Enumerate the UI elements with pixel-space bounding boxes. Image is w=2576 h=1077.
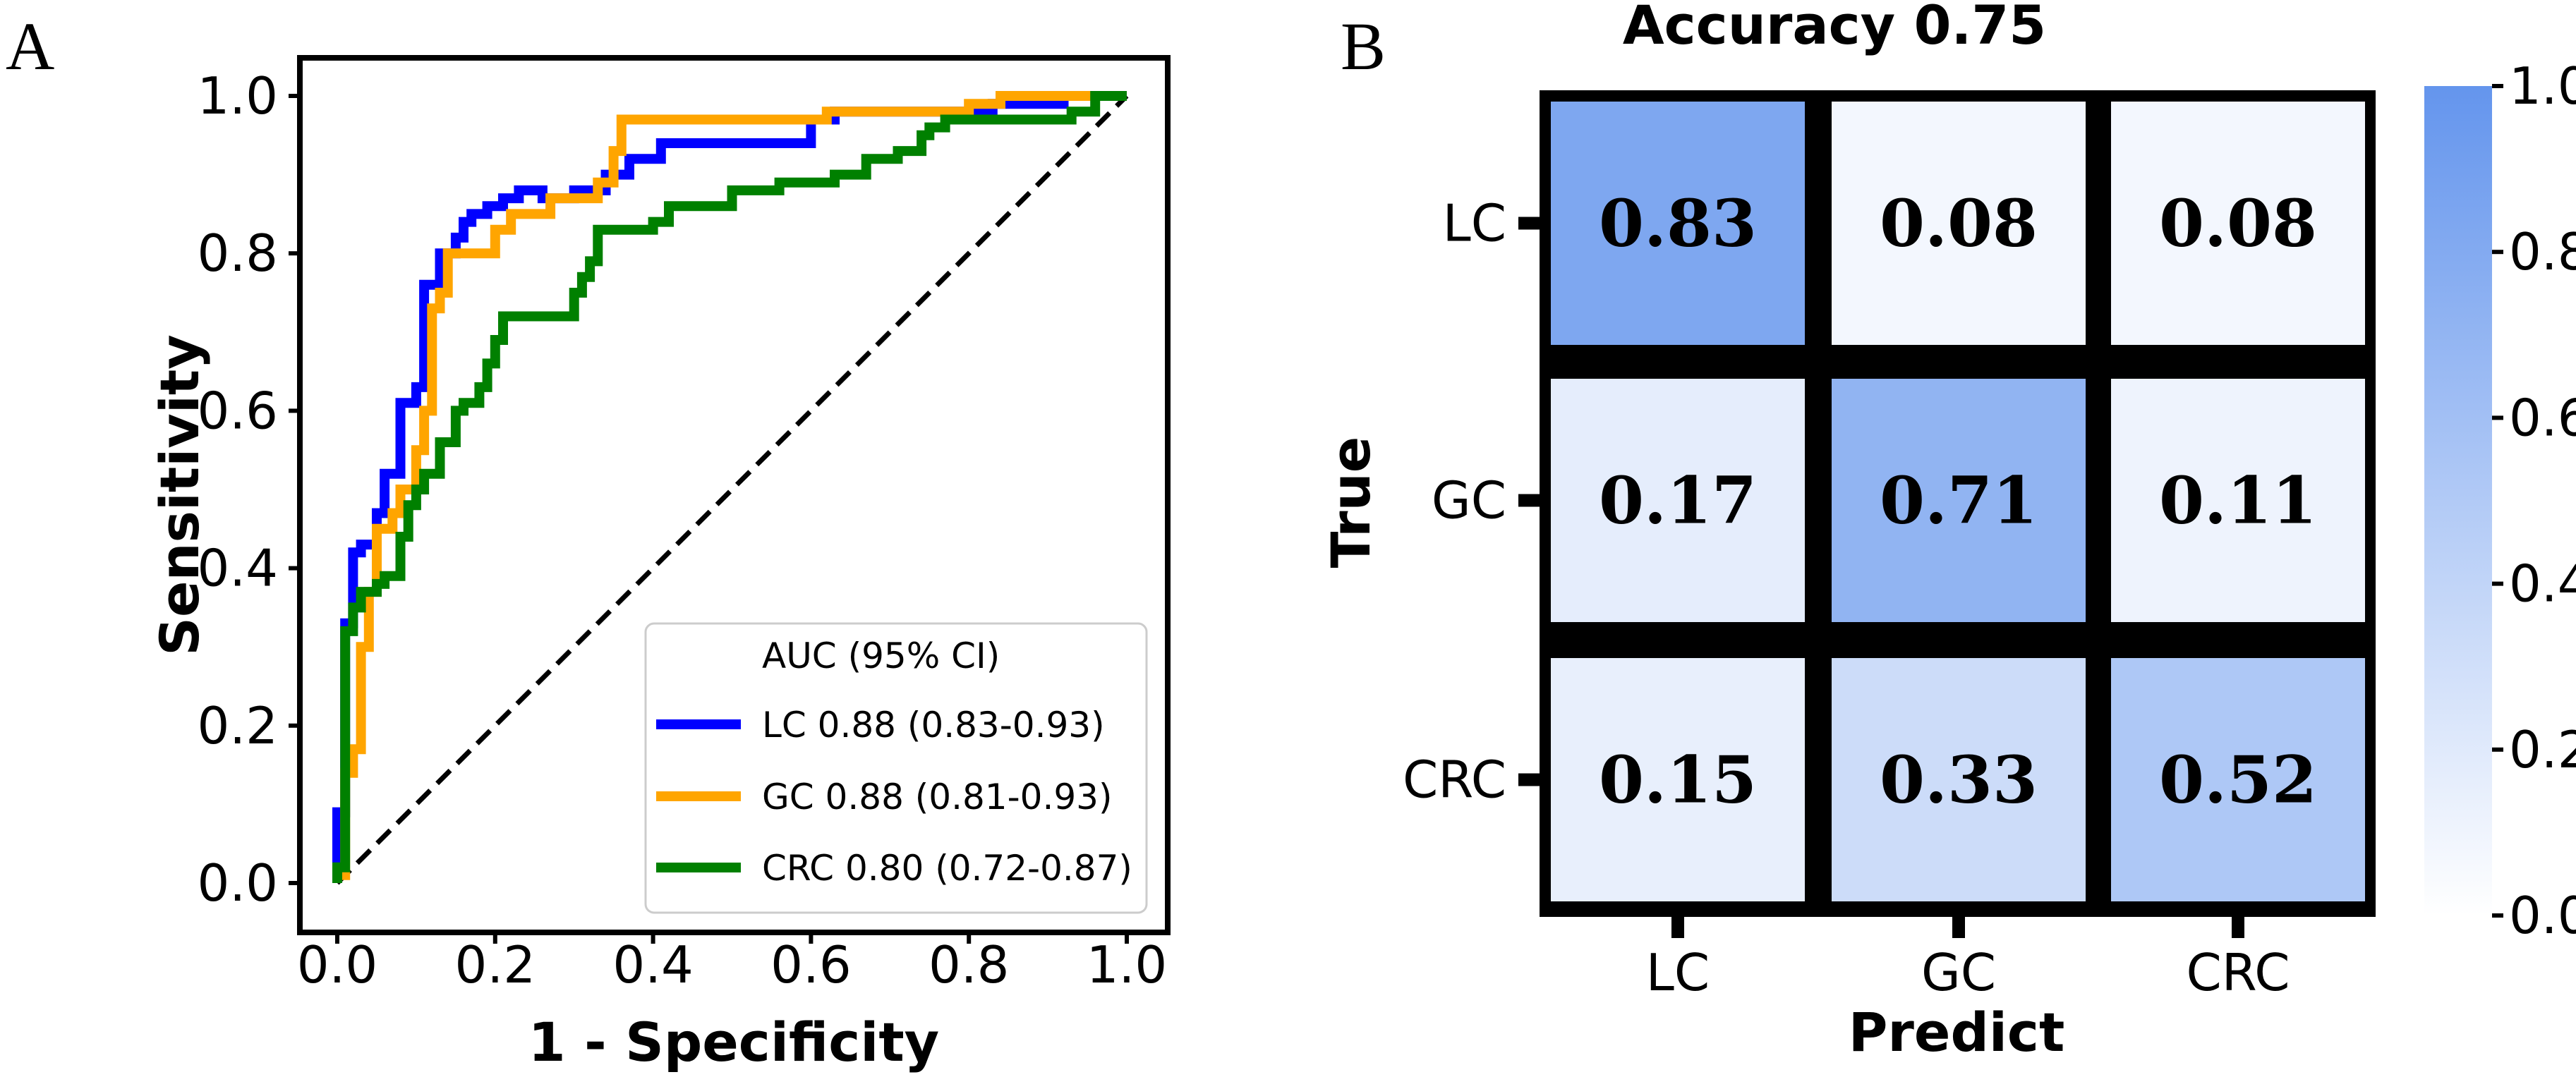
roc-chart: 0.0 0.2 0.4 0.6 0.8 1.0 0.0 0.2 0.4 0.6 0.8 1.0 Se… (148, 55, 1171, 1073)
panel-b-letter: B (1341, 8, 1386, 84)
legend-label-lc: LC 0.88 (0.83-0.93) (762, 705, 1105, 746)
roc-x-tick-label: 0.8 (929, 935, 1010, 994)
roc-x-tick-label: 0.6 (770, 935, 852, 994)
cm-cell-value: 0.15 (1599, 742, 1757, 818)
cm-y-tick-label: GC (1432, 471, 1506, 530)
roc-y-tick-label: 1.0 (197, 66, 278, 126)
roc-y-axis-title: Sensitivity (148, 334, 211, 656)
colorbar-gradient (2424, 86, 2492, 915)
cm-cell-gc-lc (1551, 379, 1805, 622)
cm-y-tick-mark (1518, 217, 1540, 230)
cm-x-tick-mark (1952, 917, 1965, 938)
roc-x-tick-label: 0.2 (455, 935, 536, 994)
cm-cell-value: 0.11 (2159, 463, 2317, 539)
roc-x-tick-label: 1.0 (1087, 935, 1168, 994)
cm-cell-gc-crc (2111, 379, 2365, 622)
roc-legend-box (644, 622, 1148, 914)
cm-cell-value: 0.08 (1880, 185, 2038, 262)
roc-x-axis: 0.0 0.2 0.4 0.6 0.8 1.0 (297, 932, 1168, 994)
cm-x-tick-mark (1671, 917, 1684, 938)
roc-y-tick-label: 0.8 (197, 224, 278, 283)
cm-cell-crc-gc (1832, 658, 2086, 901)
roc-chance-line (335, 94, 1129, 885)
cm-y-tick-label: CRC (1403, 750, 1506, 810)
confusion-matrix-x-title: Predict (1849, 1001, 2065, 1064)
roc-curve-crc (332, 91, 1127, 883)
roc-legend: AUC (95% CI) LC 0.88 (0.83-0.93) GC 0.88… (644, 622, 1148, 914)
cm-cell-value: 0.71 (1880, 463, 2038, 539)
roc-x-tick-label: 0.4 (612, 935, 694, 994)
roc-x-tick-label: 0.0 (297, 935, 378, 994)
colorbar-ticks: 0.0 0.2 0.4 0.6 0.8 1.0 (2492, 56, 2576, 945)
cm-y-tick-mark (1518, 773, 1540, 786)
cm-cell-value: 0.52 (2159, 742, 2317, 818)
cm-cell-lc-lc (1551, 102, 1805, 345)
roc-y-tick-label: 0.4 (197, 539, 278, 598)
roc-legend-title: AUC (95% CI) (762, 635, 1000, 676)
confusion-matrix-title: Accuracy 0.75 (1623, 0, 2046, 56)
cm-x-tick-mark (2232, 917, 2244, 938)
roc-y-tick-label: 0.2 (197, 696, 278, 755)
cm-cell-value: 0.17 (1599, 463, 1757, 539)
roc-y-axis: 0.0 0.2 0.4 0.6 0.8 1.0 (197, 66, 300, 913)
colorbar-tick-label: 1.0 (2509, 56, 2576, 116)
cm-cell-value: 0.83 (1599, 185, 1757, 262)
legend-label-crc: CRC 0.80 (0.72-0.87) (762, 848, 1132, 889)
colorbar-tick-label: 0.2 (2509, 720, 2576, 779)
cm-cell-value: 0.33 (1880, 742, 2038, 818)
cm-y-tick-mark (1518, 494, 1540, 507)
roc-x-axis-title: 1 - Specificity (528, 1011, 939, 1073)
confusion-matrix-cells: 0.83 0.08 0.08 0.17 0.71 0.11 0.15 0.33 0.52 (1551, 102, 2365, 901)
cm-cell-crc-crc (2111, 658, 2365, 901)
cm-cell-value: 0.08 (2159, 185, 2317, 262)
confusion-matrix-y-title: True (1319, 437, 1382, 568)
colorbar-tick-label: 0.8 (2509, 222, 2576, 281)
legend-label-gc: GC 0.88 (0.81-0.93) (762, 777, 1112, 817)
roc-y-tick-label: 0.6 (197, 381, 278, 440)
cm-x-tick-label: LC (1646, 943, 1710, 1002)
panel-a-letter: A (6, 8, 54, 84)
roc-y-tick-label: 0.0 (197, 853, 278, 913)
cm-cell-lc-gc (1832, 102, 2086, 345)
roc-series-lines (332, 91, 1129, 885)
colorbar-tick-label: 0.0 (2509, 886, 2576, 945)
confusion-matrix-axes: LC GC CRC LC GC CRC (1403, 194, 2290, 1003)
cm-x-tick-label: GC (1921, 943, 1996, 1002)
cm-x-tick-label: CRC (2187, 943, 2290, 1002)
colorbar-tick-label: 0.4 (2509, 554, 2576, 614)
roc-curve-gc (332, 91, 1127, 883)
cm-cell-crc-lc (1551, 658, 1805, 901)
colorbar-tick-label: 0.6 (2509, 388, 2576, 447)
cm-cell-gc-gc (1832, 379, 2086, 622)
confusion-matrix: Accuracy 0.75 0.83 0.08 0.080.17 0.71 0.110.… (1319, 0, 2576, 1064)
cm-y-tick-label: LC (1443, 194, 1506, 253)
colorbar: 0.0 0.2 0.4 0.6 0.8 1.0 (2424, 56, 2576, 945)
cm-cell-lc-crc (2111, 102, 2365, 345)
